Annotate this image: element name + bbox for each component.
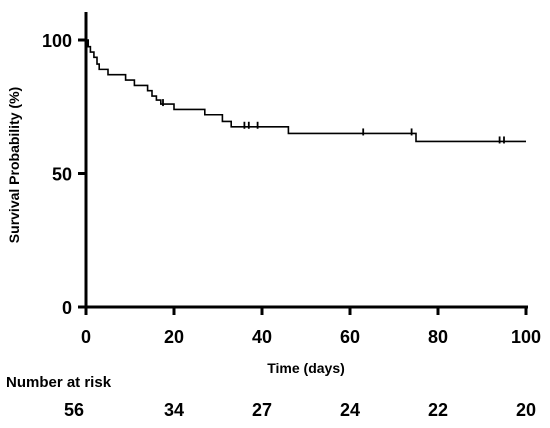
x-tick-label: 0 xyxy=(81,327,91,347)
risk-count: 34 xyxy=(163,400,185,420)
x-axis-label: Time (days) xyxy=(267,360,345,376)
risk-count: 27 xyxy=(251,400,273,420)
y-tick-label: 0 xyxy=(62,298,72,318)
risk-count: 56 xyxy=(63,400,85,420)
risk-table-title: Number at risk xyxy=(6,374,112,391)
risk-count: 22 xyxy=(427,400,449,420)
survival-curve-group xyxy=(86,39,526,144)
y-tick-label: 50 xyxy=(52,165,72,185)
x-tick-label: 20 xyxy=(164,327,184,347)
chart-axes: 0 50 100 0 20 40 60 80 100 xyxy=(42,12,541,347)
y-tick-label: 100 xyxy=(42,31,72,51)
x-tick-label: 80 xyxy=(428,327,448,347)
risk-count: 20 xyxy=(515,400,537,420)
y-axis-label: Survival Probability (%) xyxy=(6,87,22,243)
x-tick-label: 40 xyxy=(252,327,272,347)
risk-count: 24 xyxy=(339,400,361,420)
x-tick-label: 100 xyxy=(511,327,541,347)
survival-curve-line xyxy=(86,39,526,143)
x-tick-label: 60 xyxy=(340,327,360,347)
chart-labels: Survival Probability (%) Time (days) xyxy=(6,87,345,376)
